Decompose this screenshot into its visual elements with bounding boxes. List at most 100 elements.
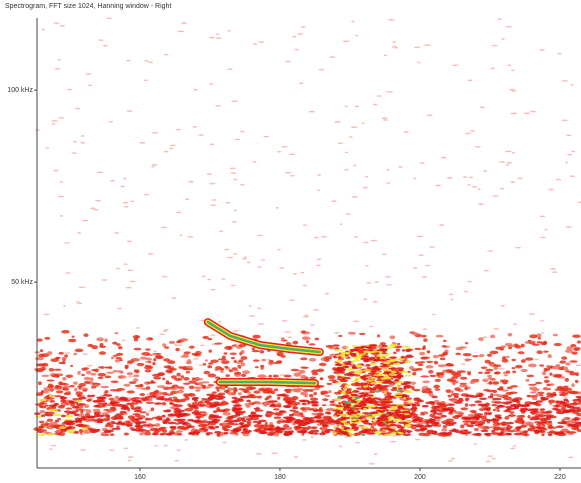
noise-speck [338,335,342,337]
noise-speck [407,404,411,406]
noise-speck [238,392,242,395]
noise-speck [100,343,104,345]
noise-speck [37,364,46,367]
noise-speck [97,421,101,424]
noise-speck [78,387,81,390]
noise-speck [539,364,544,366]
noise-speck [116,388,125,391]
noise-speck [154,445,158,447]
noise-speck [114,396,119,400]
noise-speck [244,256,247,258]
noise-speck [557,421,566,424]
noise-speck [135,335,138,338]
noise-speck [570,403,579,406]
noise-speck [65,272,71,274]
noise-speck [422,335,427,338]
noise-speck [153,353,162,355]
noise-speck [152,164,158,166]
noise-speck [64,242,70,244]
noise-speck [419,162,425,164]
noise-speck [214,431,221,434]
noise-speck [135,385,144,388]
noise-speck [511,90,517,92]
noise-speck [98,377,104,380]
noise-speck [529,334,538,338]
noise-speck [90,373,96,376]
noise-speck [234,372,240,375]
noise-speck [99,351,106,355]
noise-speck [486,412,491,415]
noise-speck [224,420,233,423]
noise-speck [345,106,348,108]
noise-speck [168,414,177,417]
noise-speck [460,377,467,380]
noise-speck [548,189,554,191]
noise-speck [483,389,490,391]
noise-speck [389,356,397,358]
noise-speck [481,367,488,370]
noise-speck [212,391,217,394]
noise-speck [503,394,509,397]
noise-speck [276,207,279,209]
noise-speck [309,420,318,423]
noise-speck [253,43,257,45]
noise-speck [273,408,280,411]
noise-speck [401,356,405,358]
noise-speck [75,419,81,422]
noise-speck [350,419,357,421]
noise-speck [267,433,274,436]
noise-speck [232,420,241,423]
noise-speck [420,375,429,377]
noise-speck [506,428,511,431]
noise-speck [404,382,411,384]
noise-speck [134,348,142,351]
noise-speck [232,367,238,369]
noise-speck [66,415,74,418]
noise-speck [436,372,444,375]
noise-speck [363,385,368,387]
noise-speck [261,259,265,261]
noise-speck [478,188,481,190]
noise-speck [253,335,261,339]
noise-speck [487,375,492,378]
noise-speck [273,362,279,364]
noise-speck [268,375,272,378]
noise-speck [115,359,120,362]
noise-speck [418,364,424,367]
noise-speck [405,349,413,351]
noise-speck [51,445,57,447]
y-tick-label: 100 kHz [7,87,33,94]
noise-speck [188,432,193,435]
noise-speck [464,291,468,293]
noise-speck [446,363,452,366]
noise-speck [365,429,372,431]
noise-speck [309,389,314,392]
noise-speck [394,379,398,381]
noise-speck [98,400,105,403]
noise-speck [446,370,451,373]
noise-speck [334,398,342,400]
noise-speck [476,433,480,436]
noise-speck [237,407,243,410]
noise-speck [38,426,44,429]
noise-speck [543,387,548,391]
noise-speck [40,410,45,413]
noise-speck [254,407,260,410]
noise-speck [77,394,82,397]
noise-speck [310,436,313,438]
noise-speck [506,370,511,373]
noise-speck [386,392,391,394]
noise-speck [502,356,506,360]
noise-speck [423,328,427,330]
noise-speck [192,432,200,435]
noise-speck [357,356,361,358]
noise-speck [529,411,538,414]
noise-speck [274,388,278,391]
noise-speck [422,381,430,384]
noise-speck [104,376,111,379]
noise-speck [222,356,226,360]
noise-speck [568,431,577,434]
noise-speck [418,254,424,256]
noise-speck [145,361,151,363]
noise-speck [550,394,557,397]
